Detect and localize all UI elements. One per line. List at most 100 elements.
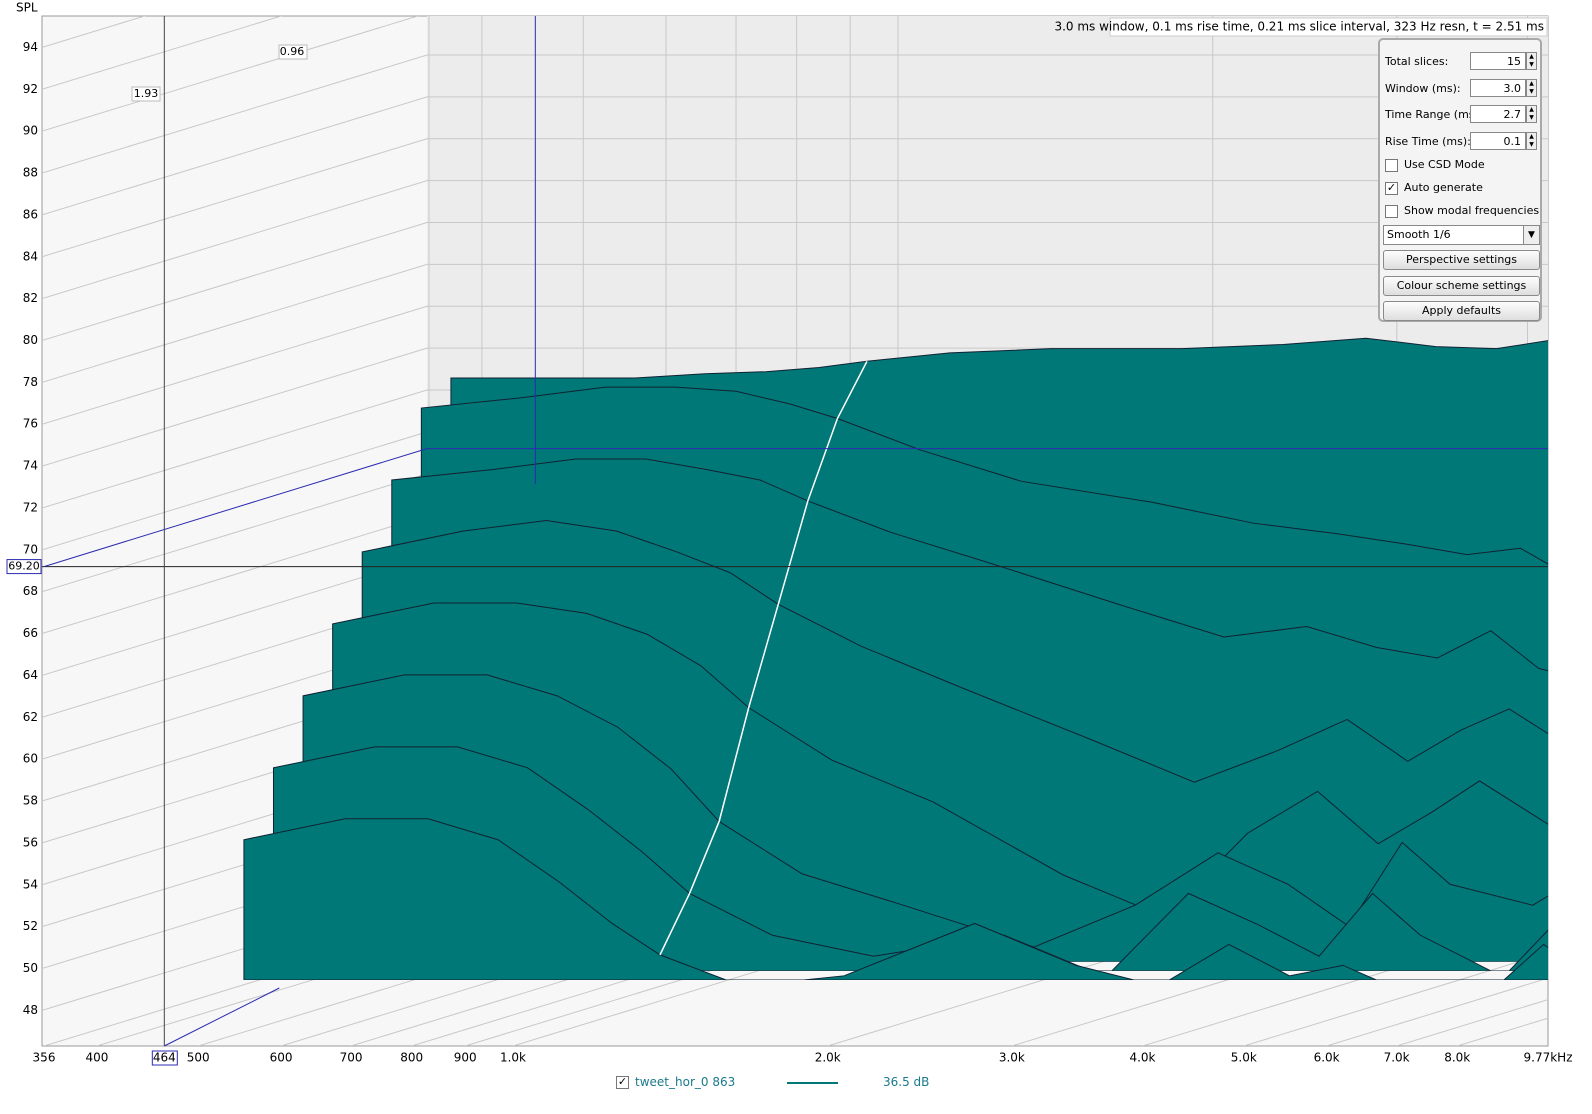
y-tick-label: 62 (23, 710, 38, 724)
button[interactable]: Colour scheme settings (1383, 275, 1540, 296)
field-input[interactable]: 3.0 (1470, 78, 1526, 97)
x-tick-label: 5.0k (1231, 1051, 1257, 1065)
field-label: Total slices: (1385, 55, 1449, 68)
x-tick-label: 700 (340, 1051, 363, 1065)
grid-line (42, 96, 1548, 216)
checkbox-row: Show modal frequencies (1385, 204, 1539, 220)
y-tick-label: 56 (23, 835, 38, 849)
x-tick-label: 2.0k (815, 1051, 841, 1065)
y-tick-label: 66 (23, 626, 38, 640)
grid-line (42, 16, 283, 90)
spinner[interactable]: ▲ ▼ (1526, 78, 1537, 97)
spinner[interactable]: ▲ ▼ (1526, 52, 1537, 70)
grid-line (1243, 952, 1548, 1046)
grid-line (1547, 1045, 1548, 1046)
grid-line (42, 305, 1548, 425)
y-tick-label: 52 (23, 919, 38, 933)
slice (243, 818, 1548, 980)
time-label-box (131, 86, 161, 102)
cursor-depth (164, 987, 280, 1047)
checkbox-label: Show modal frequencies (1404, 204, 1540, 217)
y-tick-label: 94 (23, 40, 38, 54)
info-text: 3.0 ms window, 0.1 ms rise time, 0.21 ms… (1054, 20, 1544, 34)
checkbox-label: Auto generate (1404, 181, 1483, 194)
grid-line (42, 16, 420, 132)
field-row: Rise Time (ms): 0.1 ▲ ▼ (1385, 131, 1539, 152)
grid-line (42, 54, 1548, 174)
button[interactable]: Apply defaults (1383, 301, 1540, 322)
y-tick-label: 60 (23, 752, 38, 766)
grid-line (1396, 999, 1548, 1046)
spinner[interactable]: ▲ ▼ (1526, 105, 1537, 123)
y-tick-label: 54 (23, 877, 38, 891)
field-label: Rise Time (ms): (1385, 134, 1471, 148)
y-tick-label: 68 (23, 584, 38, 598)
y-tick-label: 50 (23, 961, 38, 975)
legend-level: 36.5 dB (883, 1075, 930, 1089)
checkbox-row: Use CSD Mode (1385, 158, 1485, 174)
x-tick-label: 9.77kHz (1524, 1051, 1573, 1065)
y-axis-label: SPL (16, 1, 38, 15)
y-tick-label: 80 (23, 333, 38, 347)
time-label: 0.96 (280, 45, 305, 58)
field-input[interactable]: 0.1 (1470, 131, 1526, 150)
x-tick-label: 1.0k (500, 1051, 526, 1065)
x-tick-label: 600 (270, 1051, 293, 1065)
x-tick-label: 8.0k (1444, 1051, 1470, 1065)
checkbox[interactable]: ✓ (1385, 180, 1398, 195)
info-box (1109, 17, 1548, 37)
cursor-freq-label: 464 (153, 1051, 176, 1065)
spinner[interactable]: ▲ ▼ (1526, 131, 1537, 150)
field-label: Time Range (ms): (1385, 108, 1483, 121)
control-panel: Total slices: 15 ▲ ▼ Window (ms): 3.0 ▲ ▼ Time R… (1378, 38, 1542, 322)
x-tick-label: 800 (400, 1051, 423, 1065)
cursor-label-box (151, 1050, 178, 1066)
dropdown-arrow[interactable]: ▼ (1523, 226, 1539, 244)
grid-line (1457, 1017, 1548, 1046)
x-tick-label: 4.0k (1129, 1051, 1155, 1065)
legend-swatch (787, 1082, 838, 1084)
overlay: 69.20 464 1.93 0.96 3.0 ms window, 0.1 ms ri… (6, 16, 1548, 1066)
y-tick-label: 84 (23, 249, 38, 263)
cursor-depth (43, 448, 428, 568)
field-input[interactable]: 15 (1470, 52, 1526, 70)
grid-line (42, 221, 1548, 341)
y-tick-label: 78 (23, 375, 38, 389)
field-label: Window (ms): (1385, 81, 1461, 95)
y-tick-label: 48 (23, 1003, 38, 1017)
dropdown[interactable]: Smooth 1/6 ▼ (1383, 225, 1540, 245)
x-tick-label: 356 (33, 1051, 56, 1065)
y-tick-label: 82 (23, 291, 38, 305)
checkbox-row: ✓ Auto generate (1385, 181, 1483, 197)
y-tick-label: 58 (23, 794, 38, 808)
y-tick-label: 72 (23, 500, 38, 514)
x-tick-label: 3.0k (999, 1051, 1025, 1065)
waterfall (243, 337, 1548, 980)
button[interactable]: Perspective settings (1383, 250, 1540, 270)
y-tick-label: 76 (23, 417, 38, 431)
x-tick-label: 400 (85, 1051, 108, 1065)
y-tick-label: 88 (23, 166, 38, 180)
checkbox[interactable] (1385, 204, 1398, 218)
grid-line (1326, 977, 1548, 1046)
grid-line (42, 138, 1548, 258)
x-tick-label: 900 (454, 1051, 477, 1065)
peak-trace (659, 360, 868, 956)
field-input[interactable]: 2.7 (1470, 105, 1526, 123)
y-tick-label: 86 (23, 207, 38, 221)
checkbox-label: Use CSD Mode (1404, 158, 1485, 171)
y-tick-label: 64 (23, 668, 38, 682)
time-label: 1.93 (134, 87, 159, 100)
legend-checkbox[interactable]: ✓ (616, 1075, 629, 1089)
grid-line (42, 347, 1548, 467)
cursor-label-box (6, 559, 42, 575)
field-row: Time Range (ms): 2.7 ▲ ▼ (1385, 105, 1539, 125)
field-row: Window (ms): 3.0 ▲ ▼ (1385, 78, 1539, 99)
grid-line (42, 263, 1548, 383)
y-tick-label: 74 (23, 459, 38, 473)
time-label-box (278, 44, 308, 60)
grid-line (42, 180, 1548, 300)
x-tick-label: 500 (187, 1051, 210, 1065)
checkbox[interactable] (1385, 158, 1398, 172)
